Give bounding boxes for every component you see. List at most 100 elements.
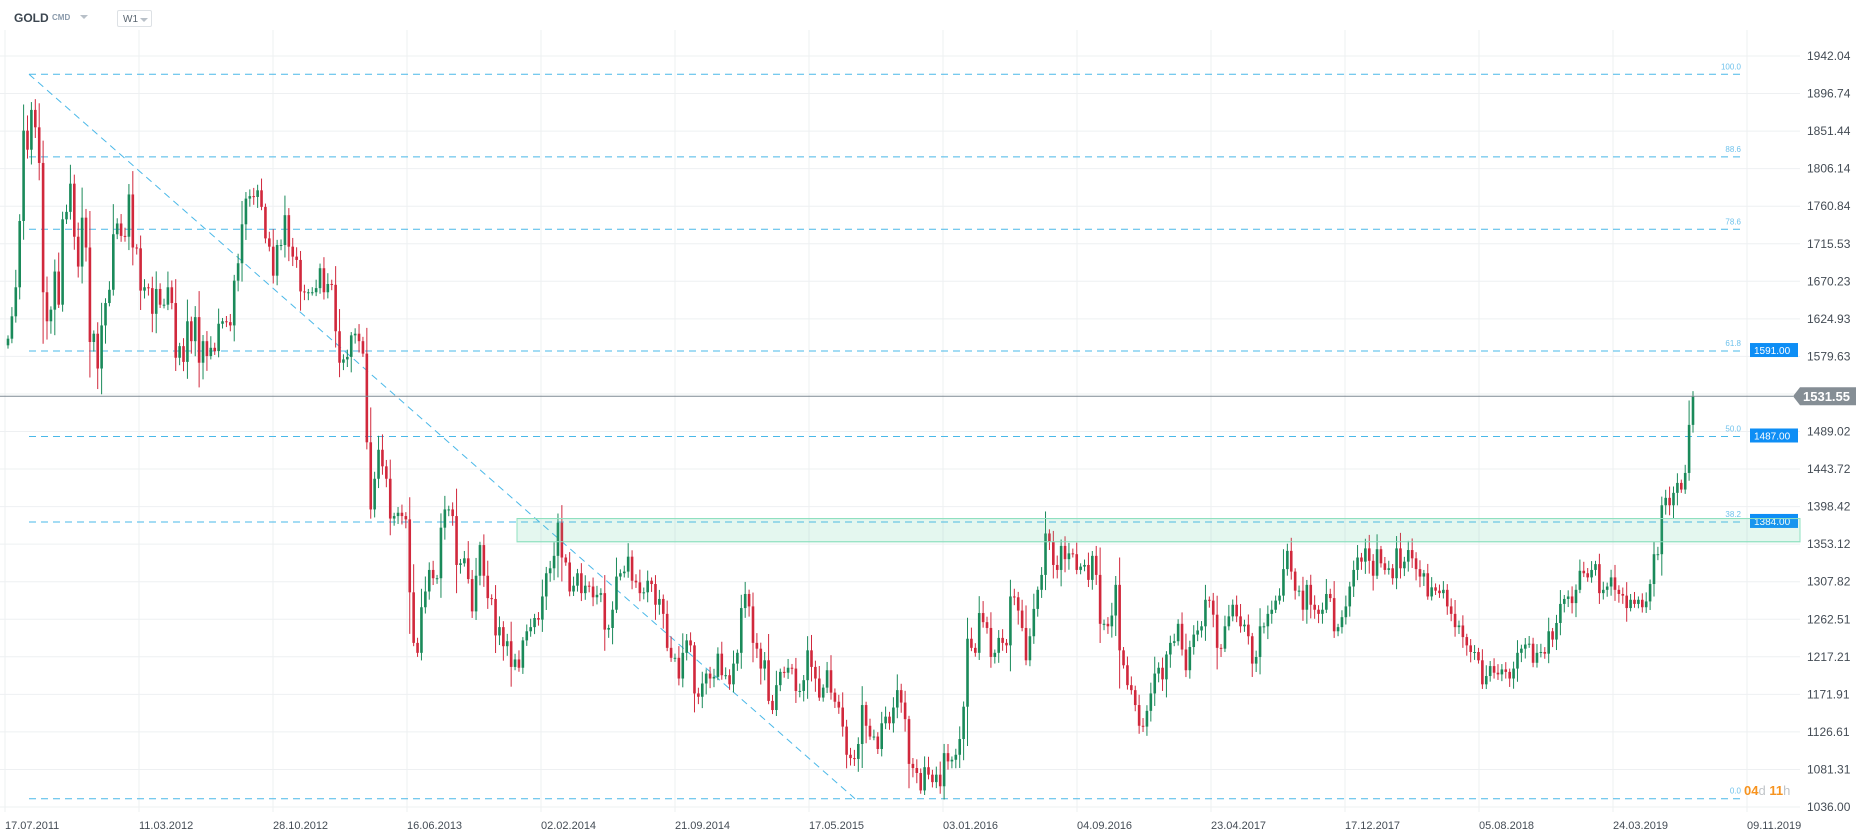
- candle-up: [1387, 560, 1391, 575]
- candle-up: [1484, 665, 1488, 690]
- x-tick-label: 28.10.2012: [273, 820, 328, 832]
- candle-body: [88, 247, 92, 342]
- candle-up: [533, 613, 536, 635]
- candle-body: [182, 346, 185, 362]
- candle-body: [1305, 584, 1309, 610]
- candle-down: [190, 316, 193, 354]
- candle-up: [1500, 664, 1504, 682]
- x-tick-label: 04.09.2016: [1077, 820, 1132, 832]
- candle-body: [6, 338, 10, 346]
- candle-down: [158, 283, 162, 309]
- candle-down: [1126, 656, 1129, 690]
- candle-body: [977, 613, 981, 653]
- candle-down: [568, 552, 571, 597]
- candle-body: [162, 304, 166, 306]
- candle-body: [1601, 589, 1605, 594]
- candle-up: [935, 766, 938, 789]
- candle-body: [34, 109, 37, 128]
- candle-up: [1364, 538, 1367, 574]
- candle-body: [451, 509, 454, 517]
- candle-up: [1356, 545, 1359, 581]
- candle-body: [755, 642, 759, 649]
- candle-body: [1083, 564, 1086, 567]
- candle-body: [1153, 673, 1157, 694]
- candle-down: [1137, 694, 1141, 734]
- candle-body: [1492, 666, 1496, 673]
- candle-body: [1410, 550, 1414, 559]
- candle-body: [1133, 690, 1137, 706]
- candle-down: [509, 621, 513, 687]
- candle-body: [1473, 651, 1476, 653]
- candle-body: [213, 347, 217, 352]
- candle-down: [494, 585, 497, 654]
- candle-down: [119, 214, 123, 242]
- candle-body: [1215, 614, 1219, 648]
- y-tick-label: 1262.51: [1807, 612, 1851, 626]
- candle-up: [1059, 539, 1063, 587]
- candle-down: [1383, 556, 1387, 575]
- candle-down: [919, 768, 923, 794]
- grid: [0, 30, 1800, 812]
- candle-down: [26, 115, 29, 159]
- candle-up: [1473, 645, 1476, 660]
- candle-body: [1270, 609, 1274, 614]
- y-tick-label: 1217.21: [1807, 650, 1851, 664]
- candle-body: [1001, 637, 1004, 643]
- candle-up: [193, 306, 197, 357]
- candle-body: [1629, 599, 1632, 609]
- candle-down: [213, 342, 217, 355]
- candle-body: [1297, 590, 1301, 592]
- timeframe-dropdown[interactable]: W1: [117, 10, 152, 27]
- candle-body: [697, 693, 700, 697]
- candle-up: [872, 729, 876, 741]
- candle-up: [447, 505, 451, 517]
- candle-body: [1239, 616, 1242, 627]
- candle-body: [950, 759, 954, 762]
- candle-body: [466, 558, 470, 580]
- candle-body: [1625, 595, 1628, 609]
- candle-body: [396, 512, 400, 517]
- candle-up: [1629, 593, 1632, 612]
- candle-down: [131, 171, 135, 266]
- candle-up: [798, 683, 802, 698]
- candle-up: [1574, 584, 1578, 618]
- candle-up: [1430, 577, 1433, 601]
- candle-up: [1102, 619, 1106, 631]
- candle-up: [892, 697, 895, 733]
- y-tick-label: 1715.53: [1807, 237, 1851, 251]
- candle-up: [318, 263, 322, 294]
- candle-up: [825, 661, 829, 694]
- candle-body: [767, 660, 770, 701]
- candle-up: [353, 328, 357, 344]
- candle-body: [771, 700, 774, 711]
- x-tick-label: 17.05.2015: [809, 820, 864, 832]
- candle-up: [1348, 581, 1352, 617]
- candle-down: [365, 327, 369, 450]
- candle-down: [907, 715, 911, 789]
- candle-down: [451, 502, 454, 526]
- candle-up: [1204, 584, 1207, 641]
- candle-body: [1169, 642, 1172, 655]
- market-selector[interactable]: CMD: [52, 13, 71, 22]
- candle-body: [225, 321, 228, 323]
- candle-body: [26, 130, 29, 150]
- candle-up: [178, 342, 181, 366]
- candle-body: [962, 706, 965, 740]
- candle-body: [1293, 571, 1297, 591]
- candle-body: [349, 335, 353, 357]
- candle-body: [833, 692, 837, 702]
- candle-up: [525, 624, 529, 646]
- candle-up: [1083, 559, 1086, 572]
- candle-body: [1332, 598, 1336, 632]
- candle-body: [747, 593, 751, 607]
- candle-up: [619, 569, 622, 581]
- candle-body: [794, 668, 798, 691]
- candle-body: [65, 211, 68, 220]
- candle-up: [739, 594, 743, 669]
- candle-down: [837, 694, 841, 714]
- candle-body: [1508, 671, 1511, 679]
- market-caret-icon[interactable]: [80, 15, 88, 19]
- candle-up: [1028, 628, 1032, 667]
- candle-down: [560, 505, 564, 582]
